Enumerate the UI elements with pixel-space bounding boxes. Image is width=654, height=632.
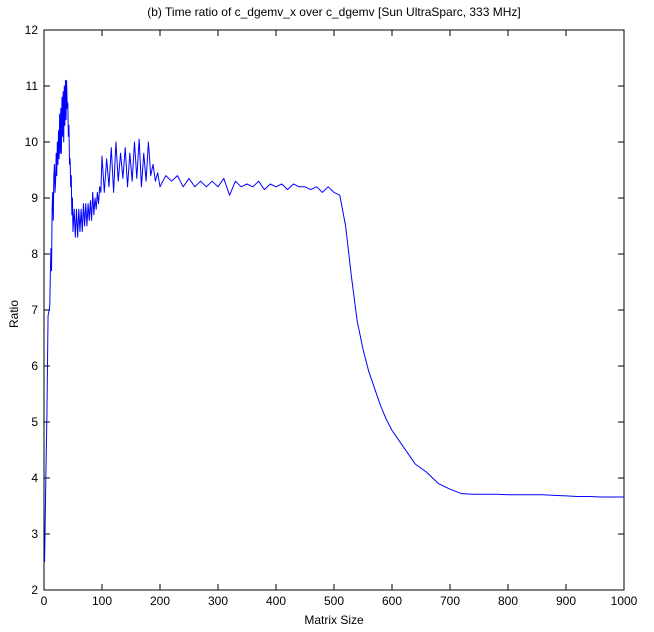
x-tick-label: 800 — [498, 594, 518, 608]
y-tick-label: 4 — [31, 471, 38, 485]
x-tick-label: 400 — [266, 594, 286, 608]
y-tick-label: 10 — [25, 135, 39, 149]
y-tick-label: 7 — [31, 303, 38, 317]
series-line-0 — [44, 79, 624, 563]
plot-area: 0 100 200 300 400 500 600 700 800 900 1000 2 3 4 5 6 7 8 9… — [25, 23, 638, 608]
y-tick-label: 12 — [25, 23, 39, 37]
y-tick-label: 2 — [31, 583, 38, 597]
x-tick-label: 200 — [150, 594, 170, 608]
x-tick-label: 500 — [324, 594, 344, 608]
y-tick-label: 9 — [31, 191, 38, 205]
x-tick-label: 100 — [92, 594, 112, 608]
x-tick-label: 700 — [440, 594, 460, 608]
y-tick-label: 6 — [31, 359, 38, 373]
y-tick-label: 5 — [31, 415, 38, 429]
x-tick-label: 1000 — [611, 594, 638, 608]
chart-title: (b) Time ratio of c_dgemv_x over c_dgemv… — [147, 5, 520, 19]
x-tick-label: 600 — [382, 594, 402, 608]
y-tick-label: 8 — [31, 247, 38, 261]
x-tick-label: 0 — [41, 594, 48, 608]
y-tick-label: 3 — [31, 527, 38, 541]
y-axis-label: Ratio — [7, 300, 21, 328]
x-tick-label: 300 — [208, 594, 228, 608]
x-axis-label: Matrix Size — [304, 613, 364, 627]
x-tick-label: 900 — [556, 594, 576, 608]
y-tick-label: 11 — [26, 79, 39, 93]
